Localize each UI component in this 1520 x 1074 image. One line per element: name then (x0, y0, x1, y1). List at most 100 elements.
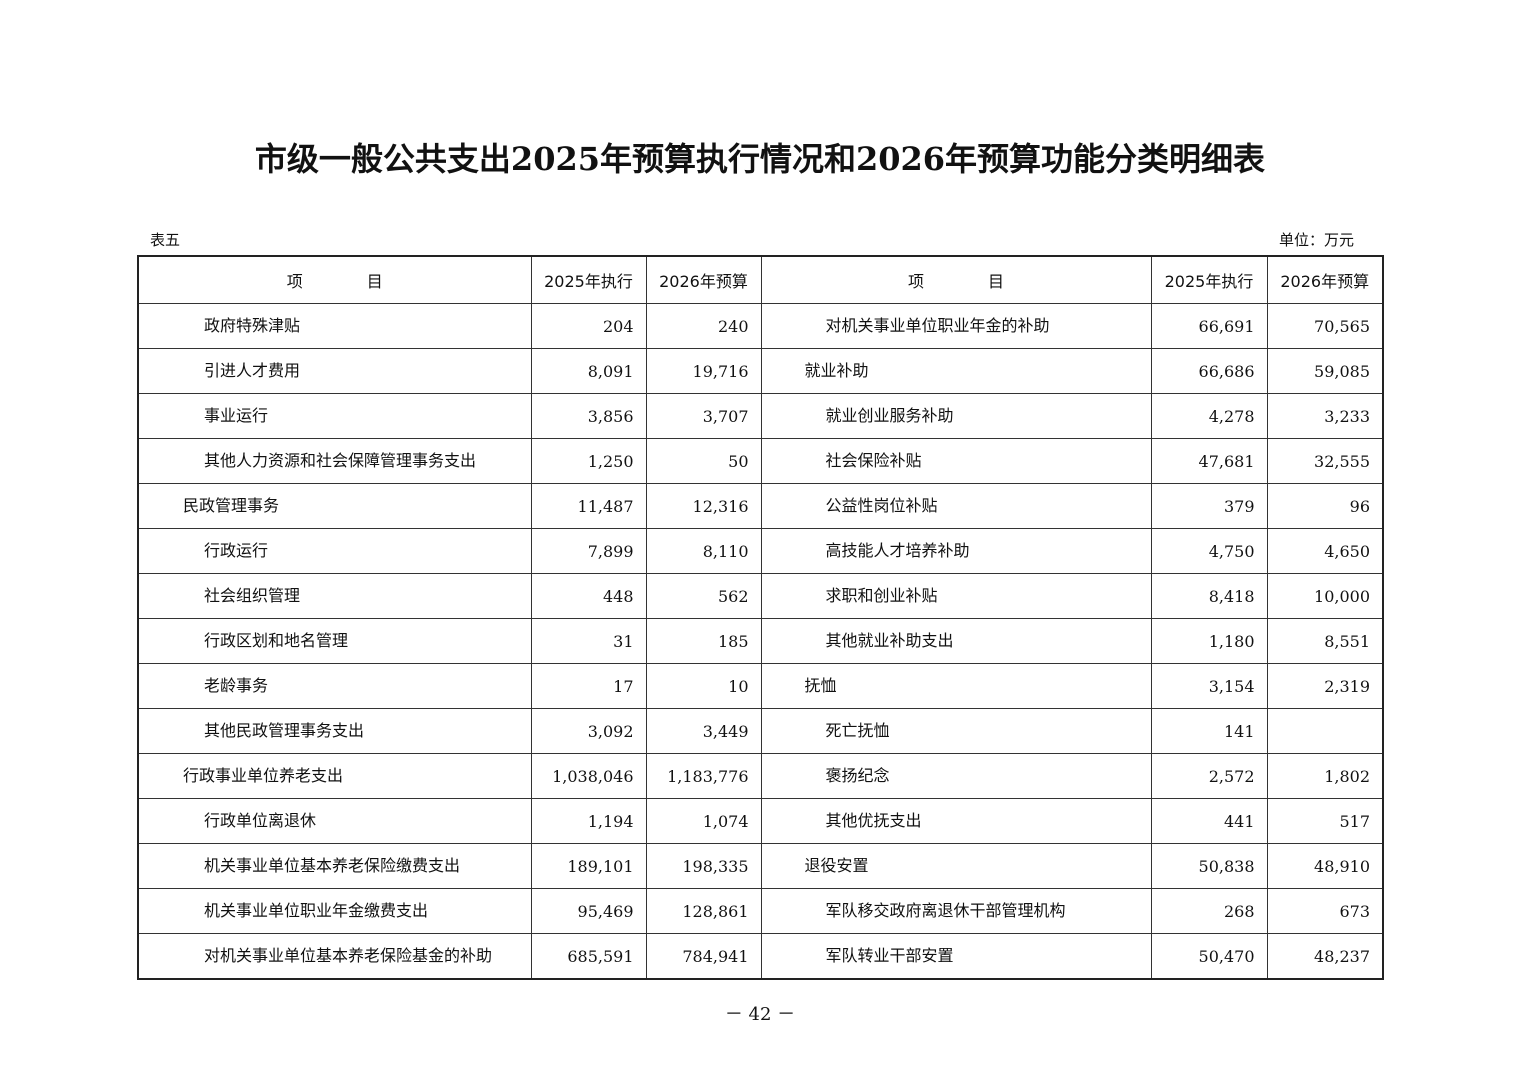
table-row: 行政事业单位养老支出 1,038,046 1,183,776 褒扬纪念 2,572 1,8… (137, 753, 1384, 799)
table-row: 事业运行 3,856 3,707 就业创业服务补助 4,278 3,233 (137, 393, 1384, 439)
table-row: 其他民政管理事务支出 3,092 3,449 死亡抚恤 141 (137, 708, 1384, 754)
left-item-name: 政府特殊津贴 (137, 303, 532, 349)
right-item-name: 高技能人才培养补助 (760, 528, 1152, 574)
left-budget-2026: 12,316 (645, 483, 762, 529)
right-budget-2026: 32,555 (1266, 438, 1384, 484)
left-exec-2025: 95,469 (530, 888, 647, 934)
right-exec-2025: 50,470 (1150, 933, 1268, 980)
right-exec-2025: 8,418 (1150, 573, 1268, 619)
left-exec-2025: 3,856 (530, 393, 647, 439)
left-item-name: 行政单位离退休 (137, 798, 532, 844)
unit-label: 单位：万元 (1279, 231, 1355, 249)
right-budget-2026: 8,551 (1266, 618, 1384, 664)
left-budget-2026: 128,861 (645, 888, 762, 934)
left-exec-2025: 189,101 (530, 843, 647, 889)
document-title: 市级一般公共支出2025年预算执行情况和2026年预算功能分类明细表 (254, 140, 1266, 178)
right-budget-2026: 48,910 (1266, 843, 1384, 889)
left-exec-2025: 17 (530, 663, 647, 709)
header-item-right: 项 目 (760, 255, 1152, 304)
left-item-name: 民政管理事务 (137, 483, 532, 529)
left-exec-2025: 3,092 (530, 708, 647, 754)
left-item-name: 其他民政管理事务支出 (137, 708, 532, 754)
right-budget-2026: 1,802 (1266, 753, 1384, 799)
left-item-name: 对机关事业单位基本养老保险基金的补助 (137, 933, 532, 980)
right-exec-2025: 2,572 (1150, 753, 1268, 799)
left-exec-2025: 7,899 (530, 528, 647, 574)
table-number: 表五 (150, 231, 181, 249)
left-budget-2026: 240 (645, 303, 762, 349)
right-exec-2025: 379 (1150, 483, 1268, 529)
left-exec-2025: 8,091 (530, 348, 647, 394)
left-budget-2026: 1,074 (645, 798, 762, 844)
right-budget-2026: 673 (1266, 888, 1384, 934)
right-budget-2026: 10,000 (1266, 573, 1384, 619)
right-item-name: 军队移交政府离退休干部管理机构 (760, 888, 1152, 934)
right-budget-2026: 517 (1266, 798, 1384, 844)
left-exec-2025: 1,194 (530, 798, 647, 844)
left-exec-2025: 204 (530, 303, 647, 349)
right-budget-2026: 96 (1266, 483, 1384, 529)
header-exec-2025-left: 2025年执行 (530, 255, 647, 304)
right-item-name: 公益性岗位补贴 (760, 483, 1152, 529)
left-budget-2026: 8,110 (645, 528, 762, 574)
right-budget-2026: 2,319 (1266, 663, 1384, 709)
left-budget-2026: 3,707 (645, 393, 762, 439)
right-exec-2025: 3,154 (1150, 663, 1268, 709)
table-row: 政府特殊津贴 204 240 对机关事业单位职业年金的补助 66,691 70,565 (137, 303, 1384, 349)
header-exec-2025-right: 2025年执行 (1150, 255, 1268, 304)
table-row: 机关事业单位基本养老保险缴费支出 189,101 198,335 退役安置 50,838… (137, 843, 1384, 889)
left-item-name: 机关事业单位基本养老保险缴费支出 (137, 843, 532, 889)
table-row: 社会组织管理 448 562 求职和创业补贴 8,418 10,000 (137, 573, 1384, 619)
right-exec-2025: 1,180 (1150, 618, 1268, 664)
right-exec-2025: 50,838 (1150, 843, 1268, 889)
right-budget-2026: 59,085 (1266, 348, 1384, 394)
table-row: 老龄事务 17 10 抚恤 3,154 2,319 (137, 663, 1384, 709)
left-budget-2026: 10 (645, 663, 762, 709)
left-item-name: 行政事业单位养老支出 (137, 753, 532, 799)
table-row: 机关事业单位职业年金缴费支出 95,469 128,861 军队移交政府离退休干部管理… (137, 888, 1384, 934)
left-exec-2025: 11,487 (530, 483, 647, 529)
right-item-name: 对机关事业单位职业年金的补助 (760, 303, 1152, 349)
left-exec-2025: 31 (530, 618, 647, 664)
right-budget-2026 (1266, 708, 1384, 754)
left-exec-2025: 448 (530, 573, 647, 619)
page-number: － 42 － (724, 1004, 796, 1025)
left-item-name: 引进人才费用 (137, 348, 532, 394)
right-exec-2025: 141 (1150, 708, 1268, 754)
right-item-name: 退役安置 (760, 843, 1152, 889)
table-row: 行政单位离退休 1,194 1,074 其他优抚支出 441 517 (137, 798, 1384, 844)
table-header-row: 项 目 2025年执行 2026年预算 项 目 2025年执行 2026年预算 (137, 255, 1384, 304)
right-item-name: 就业补助 (760, 348, 1152, 394)
right-item-name: 军队转业干部安置 (760, 933, 1152, 980)
right-item-name: 抚恤 (760, 663, 1152, 709)
left-budget-2026: 1,183,776 (645, 753, 762, 799)
right-budget-2026: 70,565 (1266, 303, 1384, 349)
right-item-name: 褒扬纪念 (760, 753, 1152, 799)
left-exec-2025: 685,591 (530, 933, 647, 980)
right-exec-2025: 4,750 (1150, 528, 1268, 574)
right-budget-2026: 4,650 (1266, 528, 1384, 574)
left-budget-2026: 562 (645, 573, 762, 619)
right-budget-2026: 3,233 (1266, 393, 1384, 439)
left-item-name: 其他人力资源和社会保障管理事务支出 (137, 438, 532, 484)
left-item-name: 行政区划和地名管理 (137, 618, 532, 664)
left-item-name: 事业运行 (137, 393, 532, 439)
left-budget-2026: 50 (645, 438, 762, 484)
left-item-name: 机关事业单位职业年金缴费支出 (137, 888, 532, 934)
right-budget-2026: 48,237 (1266, 933, 1384, 980)
table-row: 引进人才费用 8,091 19,716 就业补助 66,686 59,085 (137, 348, 1384, 394)
right-item-name: 就业创业服务补助 (760, 393, 1152, 439)
left-item-name: 老龄事务 (137, 663, 532, 709)
table-row: 行政区划和地名管理 31 185 其他就业补助支出 1,180 8,551 (137, 618, 1384, 664)
right-exec-2025: 47,681 (1150, 438, 1268, 484)
right-item-name: 求职和创业补贴 (760, 573, 1152, 619)
header-budget-2026-right: 2026年预算 (1266, 255, 1384, 304)
table-row: 行政运行 7,899 8,110 高技能人才培养补助 4,750 4,650 (137, 528, 1384, 574)
right-item-name: 社会保险补贴 (760, 438, 1152, 484)
left-budget-2026: 198,335 (645, 843, 762, 889)
left-budget-2026: 3,449 (645, 708, 762, 754)
left-budget-2026: 19,716 (645, 348, 762, 394)
right-exec-2025: 66,691 (1150, 303, 1268, 349)
right-item-name: 其他优抚支出 (760, 798, 1152, 844)
left-item-name: 行政运行 (137, 528, 532, 574)
